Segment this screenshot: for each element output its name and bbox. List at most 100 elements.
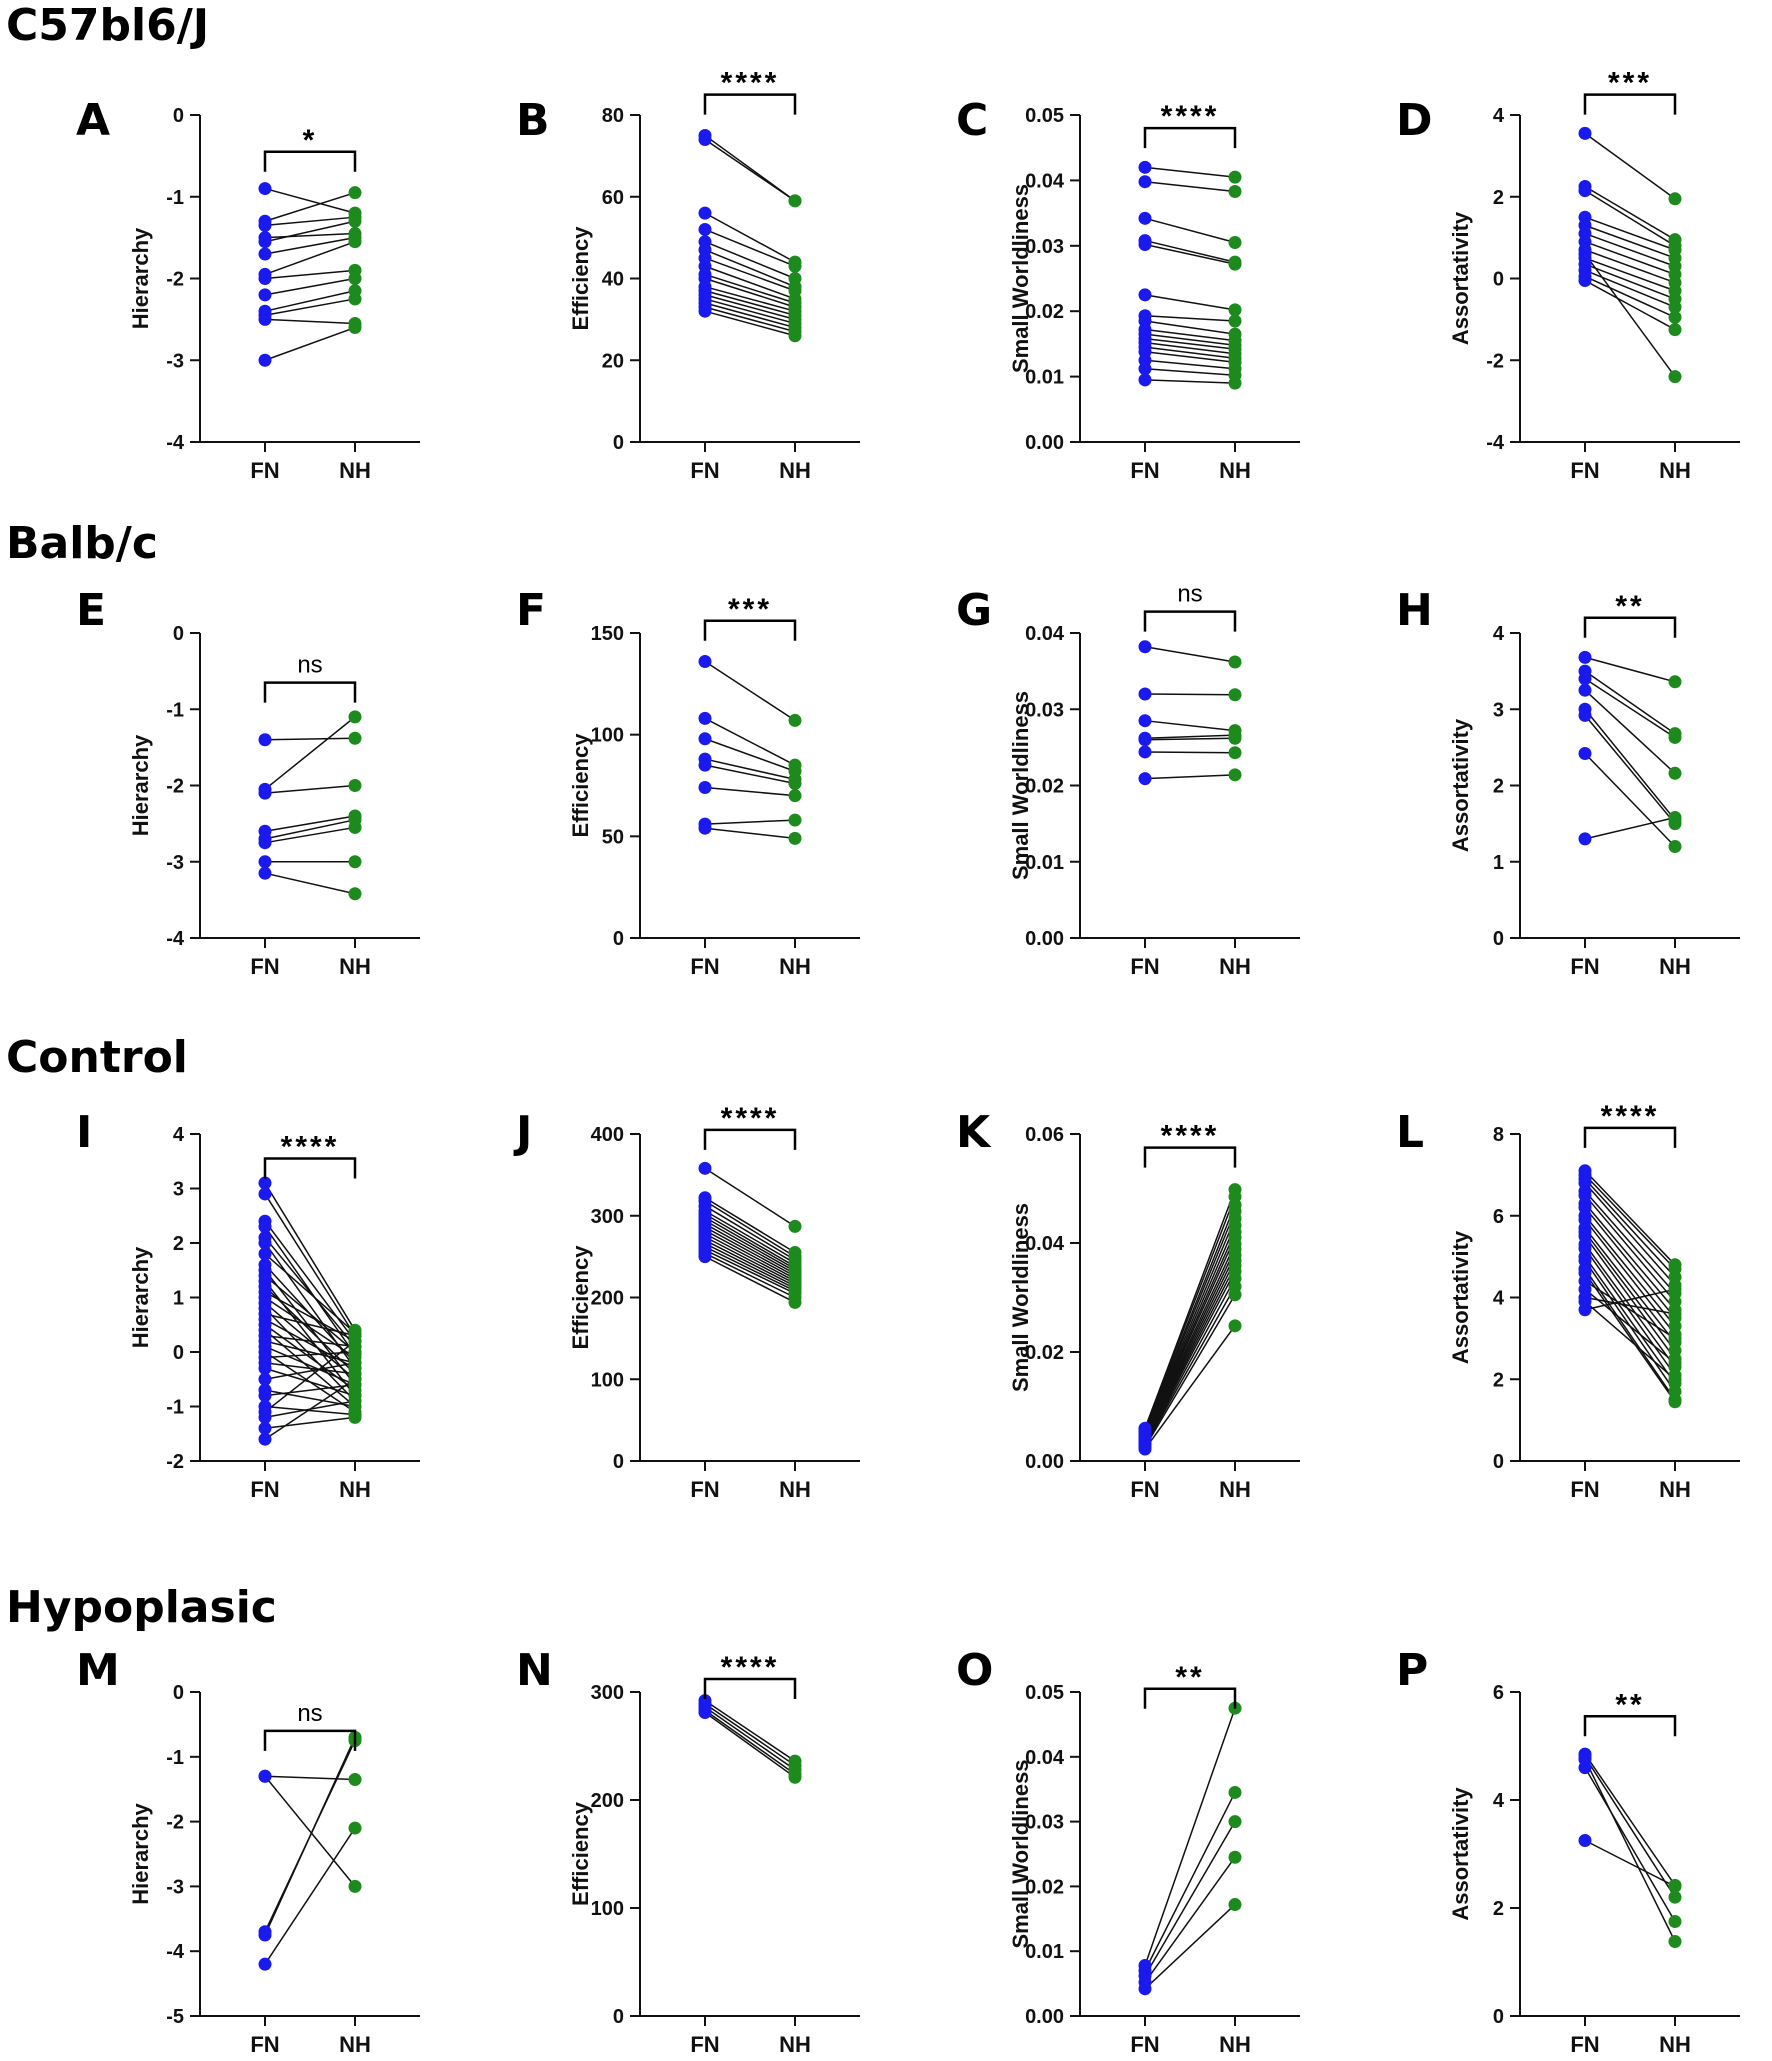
significance-label: **** [721,1651,780,1684]
point-fn [1138,772,1152,786]
pair-line [1584,1767,1676,1922]
pair-line [704,786,796,797]
panel-f: F Efficiency 150 100 50 0 FN NH *** [516,585,860,979]
y-axis-title: Hierarchy [128,1802,153,1904]
point-fn [1138,362,1152,376]
pair-line [1584,1203,1676,1311]
pair-line [264,1405,356,1416]
point-nh [1228,768,1242,782]
panel-letter: D [1396,95,1433,146]
pair-line [1144,315,1236,322]
point-nh [1668,1879,1682,1893]
point-fn [258,312,272,326]
y-tick-label: -5 [166,2006,184,2028]
panel-k: K Small Worldliness 0.06 0.04 0.02 0.00 FN NH **… [956,1107,1300,1502]
x-tick-label-fn: FN [690,954,719,979]
pair-line [1584,689,1676,774]
point-nh [1228,731,1242,745]
y-axis-title: Assortativity [1448,211,1473,345]
x-tick-label-fn: FN [250,1477,279,1502]
point-nh [1228,257,1242,271]
panel-letter: F [516,585,546,636]
x-tick-label-fn: FN [690,1477,719,1502]
pair-line [1144,294,1236,311]
y-tick-label: 0.00 [1025,928,1064,950]
y-tick-label: 60 [602,187,624,209]
pair-line [1144,751,1236,754]
y-tick-label: 4 [1493,1288,1505,1310]
pair-line [704,1200,796,1258]
y-tick-label: 0.00 [1025,432,1064,454]
significance-bracket [1143,610,1237,632]
point-nh [348,235,362,249]
point-nh [1668,1282,1682,1296]
pair-line [264,277,356,296]
pair-line [1584,275,1676,319]
x-tick-label-fn: FN [1570,458,1599,483]
point-fn [258,1432,272,1446]
pair-line [264,826,356,844]
y-tick-label: 0.00 [1025,2006,1064,2028]
point-nh [1228,1785,1242,1799]
point-fn [258,353,272,367]
significance-label: ** [1615,590,1644,623]
pair-line [1144,1278,1236,1446]
y-tick-label: 4 [173,1124,185,1146]
pair-line [1584,1248,1676,1376]
point-fn [258,1769,272,1783]
panel-a: A Hierarchy 0 -1 -2 -3 -4 FN NH * [76,95,420,483]
pair-line [1144,1270,1236,1444]
significance-label: **** [281,1131,340,1164]
y-tick-label: -2 [166,269,184,291]
pair-line [704,1213,796,1268]
y-axis-title: Small Worldliness [1008,1203,1033,1392]
point-fn [1578,832,1592,846]
x-tick-label-fn: FN [1130,2032,1159,2057]
point-fn [1138,687,1152,701]
pair-line [264,1193,356,1337]
pair-line [1584,1227,1676,1343]
y-tick-label: 2 [1493,1369,1504,1391]
pair-line [264,1182,356,1331]
point-nh [348,1372,362,1386]
point-fn [1578,683,1592,697]
pair-line [1144,737,1236,741]
y-axis-title: Efficiency [568,733,593,838]
pair-line [264,1775,356,1887]
point-fn [258,1247,272,1261]
panel-letter: O [956,1645,993,1696]
pair-line [264,1275,356,1353]
panel-letter: P [1396,1645,1428,1696]
pair-line [1584,1215,1676,1327]
point-fn [258,182,272,196]
pair-line [1144,774,1236,780]
pair-line [264,318,356,325]
y-tick-label: 3 [1493,699,1504,721]
pair-line [1584,1288,1676,1364]
pair-line [264,236,356,255]
point-fn [1578,1834,1592,1847]
y-axis-title: Assortativity [1448,1230,1473,1364]
significance-label: ns [297,1700,322,1727]
y-axis-title: Small Worldliness [1008,1759,1033,1948]
pair-line [704,228,796,267]
panel-letter: I [76,1107,92,1158]
point-fn [1138,1442,1152,1456]
point-fn [698,133,712,147]
point-nh [1228,303,1242,317]
point-nh [1668,323,1682,337]
panel-letter: L [1396,1107,1424,1158]
point-fn [258,1928,272,1942]
pair-line [704,717,796,766]
point-nh [788,1219,802,1233]
point-fn [1138,733,1152,747]
point-fn [1138,160,1152,174]
point-nh [788,831,802,845]
significance-bracket [263,1729,357,1751]
point-nh [348,887,362,901]
point-fn [258,1176,272,1190]
panel-o: O Small Worldliness 0.05 0.04 0.03 0.02 0.01 0.… [956,1645,1300,2057]
x-tick-label-nh: NH [339,1477,371,1502]
pair-line [264,220,356,243]
y-tick-label: 0 [173,1682,184,1704]
